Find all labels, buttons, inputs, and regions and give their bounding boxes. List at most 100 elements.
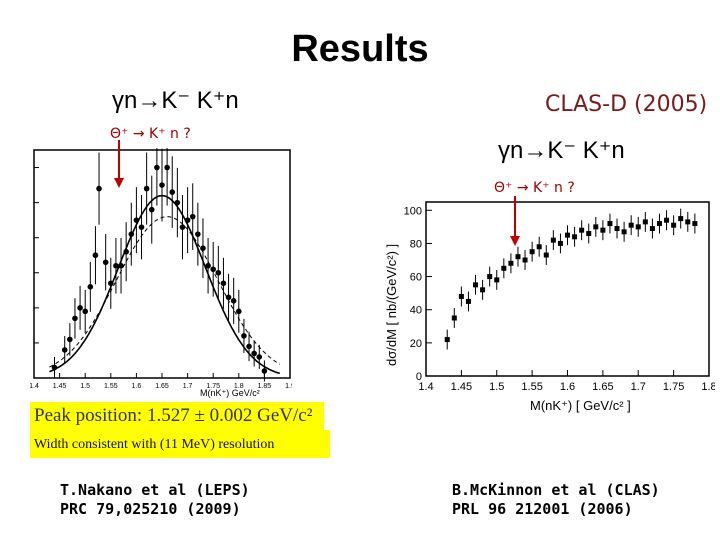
left-data-point xyxy=(108,280,114,287)
left-data-point xyxy=(195,231,201,237)
right-xtick-label: 1.8 xyxy=(701,381,715,393)
right-ytick-label: 20 xyxy=(410,338,422,350)
right-data-point xyxy=(557,240,563,246)
left-plot-frame xyxy=(33,149,291,379)
left-data-point xyxy=(220,280,227,287)
left-data-point xyxy=(133,217,140,223)
left-xtick-label: 1.6 xyxy=(132,383,142,390)
right-ytick-label: 80 xyxy=(410,238,422,250)
right-data-point xyxy=(572,234,578,240)
left-data-point xyxy=(96,185,102,192)
right-decay: Θ⁺ → K⁺ n ? xyxy=(494,180,575,196)
right-data-point xyxy=(579,227,585,233)
right-plot: 0 20 40 60 80 100 1.4 1.45 1.5 1.55 1.6 1.65 1.7 1.75… xyxy=(384,201,715,413)
right-data-point xyxy=(565,232,570,238)
left-data-point xyxy=(159,182,165,188)
right-data-point xyxy=(465,298,471,304)
right-data-point xyxy=(536,244,542,250)
left-ref-line2: PRC 79,025210 (2009) xyxy=(60,500,241,518)
left-xtick-label: 1.45 xyxy=(53,383,67,390)
left-reaction: γn→K⁻ K⁺n xyxy=(112,87,239,114)
right-ref-line2: PRL 96 212001 (2006) xyxy=(452,500,633,518)
left-data-point xyxy=(51,364,58,371)
left-data-point xyxy=(210,266,216,273)
left-data-point xyxy=(61,347,68,353)
left-arrow-icon xyxy=(114,140,124,188)
left-data-point xyxy=(143,185,150,192)
left-ref-line1: T.Nakano et al (LEPS) xyxy=(60,481,250,499)
right-data-point xyxy=(593,224,599,230)
right-ytick-label: 40 xyxy=(410,305,422,317)
clas-label: CLAS-D (2005) xyxy=(545,92,708,117)
width-label: Width consistent with (11 MeV) resolutio… xyxy=(30,430,330,458)
left-data-point xyxy=(246,343,252,350)
left-data-point xyxy=(256,354,263,360)
left-xtick-label: 1.7 xyxy=(183,383,193,390)
right-data-point xyxy=(656,221,662,227)
right-xtick-label: 1.45 xyxy=(451,381,472,393)
left-data-point xyxy=(236,308,242,315)
left-data-point xyxy=(200,245,206,252)
left-data-point xyxy=(138,224,145,230)
right-xtick-label: 1.75 xyxy=(663,381,684,393)
left-data-point xyxy=(169,189,176,195)
left-data-point xyxy=(241,333,247,339)
right-data-point xyxy=(515,254,521,260)
left-data-point xyxy=(164,164,170,171)
left-data-point xyxy=(225,294,232,301)
right-data-point xyxy=(607,221,613,227)
right-data-point xyxy=(586,230,592,236)
right-data-point xyxy=(494,277,500,283)
right-data-point xyxy=(543,252,549,258)
right-data-point xyxy=(678,216,684,222)
right-ytick-label: 100 xyxy=(404,205,422,217)
right-data-point xyxy=(458,293,464,299)
left-fit-curve xyxy=(49,194,281,375)
left-data-point xyxy=(154,164,160,171)
right-data-point xyxy=(529,249,535,255)
right-data-point xyxy=(522,257,528,263)
left-data-point xyxy=(174,199,181,206)
left-plot: 01020304050601.41.451.51.551.61.651.71.7… xyxy=(30,148,292,398)
left-decay: Θ⁺ → K⁺ n ? xyxy=(110,126,191,142)
right-data-point xyxy=(649,226,655,232)
right-ytick-label: 60 xyxy=(410,272,422,284)
left-data-point xyxy=(118,262,124,269)
left-xtick-label: 1.5 xyxy=(80,383,90,390)
right-data-point xyxy=(642,219,648,225)
right-data-point xyxy=(628,222,634,228)
right-data-point xyxy=(501,265,507,271)
left-data-point xyxy=(113,262,119,269)
right-data-point xyxy=(487,274,493,280)
left-xtick-label: 1.85 xyxy=(258,383,272,390)
left-data-point xyxy=(179,224,186,230)
left-data-point xyxy=(77,305,83,311)
right-data-point xyxy=(664,217,670,223)
right-data-point xyxy=(480,287,486,293)
left-data-point xyxy=(148,206,155,213)
left-data-point xyxy=(189,213,196,220)
left-xlabel: M(nK⁺) GeV/c² xyxy=(200,388,260,398)
right-data-point xyxy=(550,237,556,243)
right-xtick-label: 1.5 xyxy=(489,381,504,393)
right-ref-line1: B.McKinnon et al (CLAS) xyxy=(452,481,660,499)
left-data-point xyxy=(123,248,129,255)
page-title: Results xyxy=(291,28,429,70)
left-xtick-label: 1.4 xyxy=(30,383,39,390)
left-xtick-label: 1.65 xyxy=(155,383,169,390)
left-data-point xyxy=(230,298,237,304)
right-data-point xyxy=(444,337,450,343)
right-ytick-label: 0 xyxy=(416,371,422,383)
left-xtick-label: 1.75 xyxy=(206,383,220,390)
peak-position-label: Peak position: 1.527 ± 0.002 GeV/c² xyxy=(30,402,324,430)
right-data-point xyxy=(635,224,641,230)
right-data-point xyxy=(473,282,479,288)
right-data-point xyxy=(508,260,514,266)
left-data-point xyxy=(215,269,222,276)
left-xtick-label: 1.9 xyxy=(285,383,292,390)
right-ylabel: dσ/dM [ nb/(GeV/c²) ] xyxy=(384,244,399,366)
right-xtick-label: 1.6 xyxy=(560,381,575,393)
right-data-point xyxy=(614,226,620,232)
left-data-point xyxy=(67,336,73,343)
left-data-point xyxy=(184,217,191,223)
